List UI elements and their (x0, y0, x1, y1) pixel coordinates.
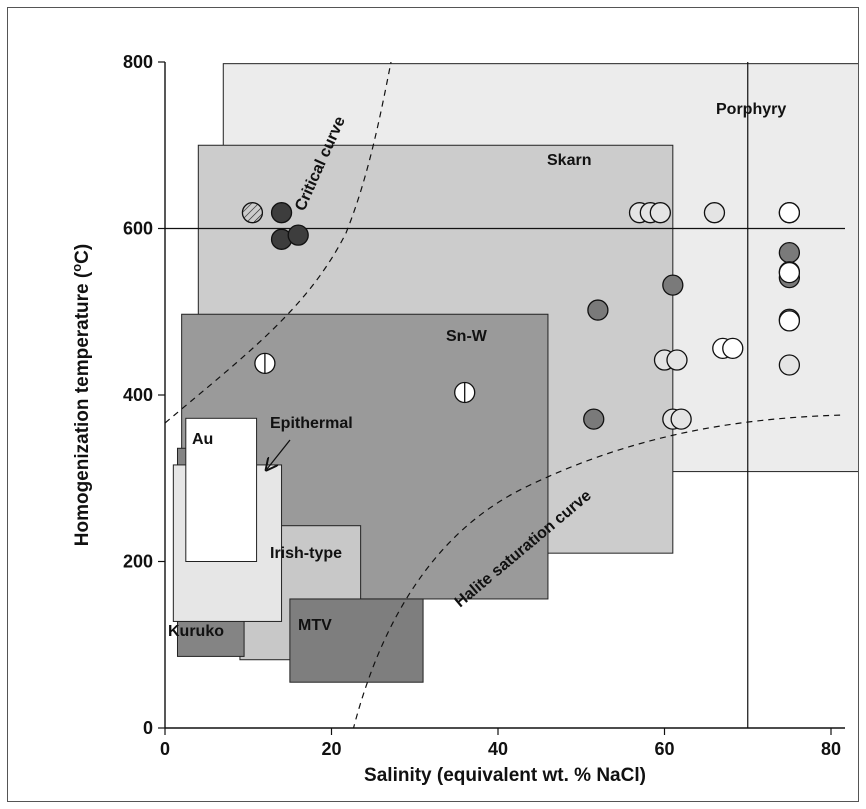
region-mtv (289, 598, 424, 683)
data-point-open (778, 202, 801, 224)
data-point-light (670, 408, 692, 430)
x-tick-label: 0 (160, 739, 170, 759)
data-point-medium (587, 299, 609, 321)
y-tick-label: 600 (123, 219, 153, 239)
label-sn-w: Sn-W (446, 328, 488, 345)
data-point-medium (583, 408, 605, 430)
data-point-open (778, 310, 801, 332)
y-tick-label: 200 (123, 552, 153, 572)
label-porphyry: Porphyry (716, 101, 786, 118)
x-tick-label: 80 (821, 739, 841, 759)
chart-frame: 0 20 40 60 80 0 200 400 600 800 Porphyry Skarn Sn-W… (7, 7, 859, 802)
data-point-dark (287, 224, 309, 246)
reference-lines (165, 62, 845, 728)
x-axis-title: Salinity (equivalent wt. % NaCl) (364, 765, 646, 786)
boundary-curves (165, 62, 845, 728)
data-point-light (649, 202, 671, 224)
data-point-hatched (241, 202, 264, 224)
y-tick-label: 800 (123, 52, 153, 72)
data-point-light (703, 202, 726, 224)
label-mtv: MTV (298, 617, 332, 634)
y-axis-title: Homogenization temperature (oC) (69, 244, 93, 547)
label-au: Au (192, 431, 213, 448)
data-point-light (778, 354, 801, 376)
label-kuruko: Kuruko (168, 623, 224, 640)
data-point-medium (778, 241, 801, 264)
critical-curve (165, 62, 392, 424)
label-irish-type: Irish-type (270, 545, 342, 562)
region-au (185, 417, 258, 562)
x-tick-label: 40 (488, 739, 508, 759)
ore-deposit-regions (172, 63, 858, 683)
label-epithermal: Epithermal (270, 415, 353, 432)
data-point-dark (270, 202, 293, 224)
epithermal-arrow (267, 439, 291, 469)
data-points (241, 202, 801, 430)
data-point-light (666, 349, 688, 371)
x-tick-label: 20 (321, 739, 341, 759)
label-skarn: Skarn (547, 152, 591, 169)
y-tick-label: 0 (143, 718, 153, 738)
data-point-open (722, 337, 744, 360)
halite-saturation-curve (352, 414, 845, 728)
x-tick-label: 60 (654, 739, 674, 759)
y-tick-label: 400 (123, 385, 153, 405)
data-point-open (778, 261, 801, 284)
data-point-medium (662, 274, 684, 296)
